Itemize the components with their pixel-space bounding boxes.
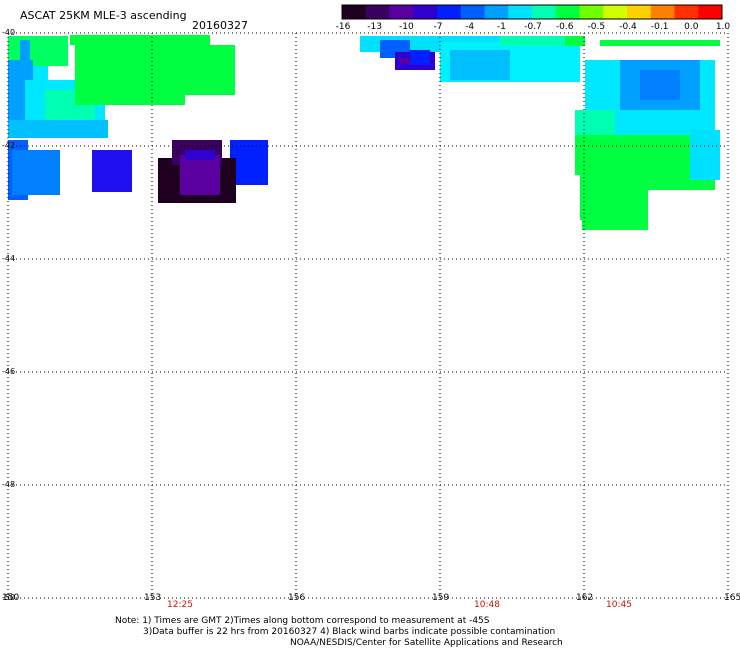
- wind-cell: [450, 50, 510, 80]
- longitude-label: 159: [432, 593, 450, 603]
- colorbar-swatch: [555, 5, 580, 19]
- colorbar-tick-label: -1: [496, 22, 506, 32]
- wind-cell: [640, 70, 680, 100]
- colorbar-tick-label: -13: [367, 22, 382, 32]
- wind-cell: [690, 130, 720, 180]
- longitude-label: 150: [2, 593, 20, 603]
- colorbar-swatch: [532, 5, 557, 19]
- latitude-label: -50: [2, 593, 16, 602]
- wind-cell: [180, 155, 220, 195]
- colorbar-swatch: [437, 5, 462, 19]
- colorbar-tick-label: -10: [398, 22, 414, 32]
- wind-cell: [230, 140, 268, 185]
- colorbar-swatch: [389, 5, 414, 19]
- colorbar-swatch: [460, 5, 485, 19]
- wind-cell: [400, 58, 410, 64]
- colorbar-swatch: [650, 5, 675, 19]
- longitude-label: 156: [288, 593, 306, 603]
- wind-cell: [582, 175, 648, 230]
- colorbar-tick-label: -0.4: [619, 22, 637, 32]
- pass-time-label: 10:45: [606, 600, 632, 610]
- latitude-label: -46: [2, 367, 16, 376]
- colorbar-swatch: [413, 5, 438, 19]
- colorbar-swatch: [579, 5, 604, 19]
- pass-time-label: 12:25: [167, 600, 193, 610]
- pass-time-label: 10:48: [474, 600, 500, 610]
- wind-cell: [92, 150, 132, 192]
- colorbar-tick-label: -0.5: [587, 22, 606, 32]
- wind-cell: [70, 35, 210, 45]
- wind-cell: [75, 95, 185, 105]
- latitude-label: -42: [2, 141, 16, 150]
- longitude-label: 162: [576, 593, 594, 603]
- wind-cell: [410, 50, 430, 65]
- colorbar: [341, 4, 723, 20]
- graticule: [7, 32, 729, 599]
- wind-cell: [20, 40, 30, 60]
- colorbar-swatch: [508, 5, 533, 19]
- note-line-3: NOAA/NESDIS/Center for Satellite Applica…: [290, 638, 563, 648]
- colorbar-tick-label: -7: [433, 22, 443, 32]
- note-line-1: Note: 1) Times are GMT 2)Times along bot…: [115, 616, 490, 626]
- colorbar-swatch: [342, 5, 367, 19]
- product-date: 20160327: [192, 19, 248, 32]
- colorbar-tick-label: -16: [335, 22, 351, 32]
- colorbar-swatch: [674, 5, 699, 19]
- latitude-label: -48: [2, 480, 16, 489]
- longitude-label: 165: [724, 593, 740, 603]
- wind-cell: [12, 150, 60, 195]
- wind-cell: [600, 40, 720, 46]
- wind-cell: [185, 150, 215, 160]
- wind-cell: [75, 45, 235, 95]
- latitude-label: -40: [2, 28, 16, 37]
- longitude-label: 153: [144, 593, 162, 603]
- colorbar-tick-label: 0.0: [684, 22, 699, 32]
- wind-swaths: [8, 35, 720, 230]
- colorbar-swatches: [342, 5, 723, 19]
- colorbar-swatch: [484, 5, 509, 19]
- colorbar-tick-label: -0.1: [650, 22, 669, 32]
- colorbar-swatch: [365, 5, 390, 19]
- map: [7, 32, 729, 599]
- wind-cell: [8, 120, 108, 138]
- note-line-2: 3)Data buffer is 22 hrs from 20160327 4)…: [143, 627, 556, 637]
- colorbar-tick-label: -0.7: [524, 22, 542, 32]
- colorbar-swatch: [603, 5, 628, 19]
- colorbar-tick-label: -0.6: [555, 22, 574, 32]
- colorbar-frame: [341, 4, 723, 20]
- colorbar-swatch: [698, 5, 723, 19]
- colorbar-tick-label: -4: [465, 22, 475, 32]
- wind-cell: [500, 36, 580, 46]
- colorbar-tick-label: 1.0: [715, 22, 731, 32]
- latitude-label: -44: [2, 254, 16, 263]
- colorbar-swatch: [627, 5, 652, 19]
- wind-cell: [565, 36, 585, 46]
- product-title: ASCAT 25KM MLE-3 ascending: [20, 9, 187, 22]
